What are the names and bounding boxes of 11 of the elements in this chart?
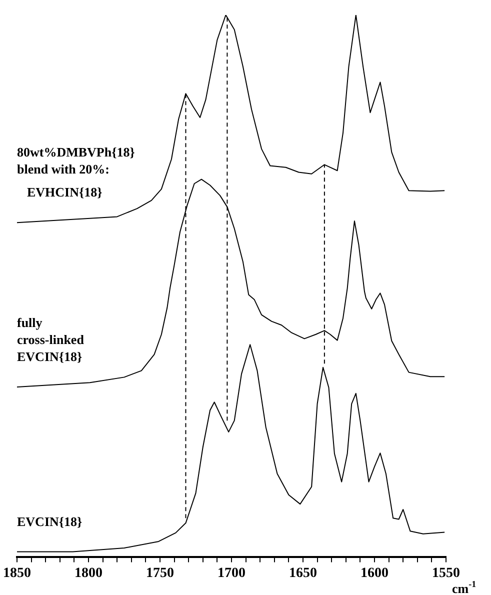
series-label: EVCIN{18} [17, 514, 82, 529]
x-tick-label: 1700 [218, 566, 246, 582]
x-tick-label: 1750 [146, 566, 174, 582]
x-tick-label: 1550 [432, 566, 460, 582]
x-tick-label: 1850 [3, 566, 31, 582]
series-label: EVHCIN{18} [27, 184, 102, 200]
x-tick-label: 1650 [289, 566, 317, 582]
series-label: fully cross-linked EVCIN{18} [17, 314, 85, 364]
annotation: 80wt%DMBVPh{18} blend with 20%: [17, 144, 135, 177]
x-tick-label: 1600 [360, 566, 388, 582]
x-tick-label: 1800 [74, 566, 102, 582]
